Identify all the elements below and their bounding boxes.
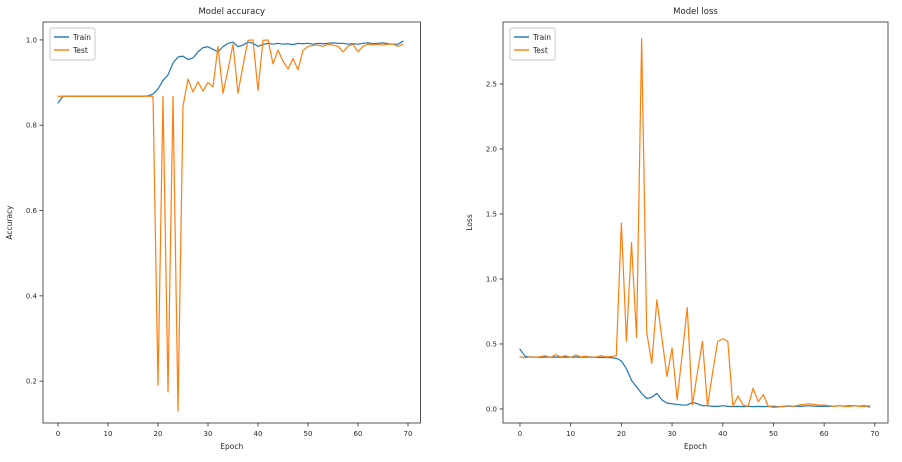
y-axis-label: Loss (465, 214, 474, 231)
y-tick-label: 0.5 (486, 340, 497, 348)
legend: Train Test (49, 27, 96, 61)
plot-title: Model loss (673, 7, 718, 17)
x-tick-label: 20 (617, 430, 626, 438)
y-tick-label: 2.0 (486, 145, 497, 153)
x-tick-label: 0 (518, 430, 522, 438)
legend-entry-train: Train (532, 33, 551, 42)
x-tick-label: 60 (354, 430, 363, 438)
x-tick-label: 60 (820, 430, 829, 438)
x-tick-label: 30 (668, 430, 677, 438)
x-tick-label: 30 (204, 430, 213, 438)
test-line (57, 39, 404, 412)
x-tick-label: 40 (718, 430, 727, 438)
x-axis-label: Epoch (684, 442, 707, 451)
test-line (519, 37, 871, 408)
legend-entry-test: Test (72, 46, 88, 55)
x-axis-label: Epoch (220, 442, 243, 451)
axes-frame (502, 21, 889, 424)
x-tick-label: 20 (154, 430, 163, 438)
x-tick-label: 70 (870, 430, 879, 438)
y-tick-label: 0.0 (486, 405, 497, 413)
x-tick-label: 10 (566, 430, 575, 438)
y-tick-label: 1.0 (26, 36, 37, 44)
x-tick-label: 0 (56, 430, 60, 438)
x-tick-label: 40 (254, 430, 263, 438)
loss-plot: 0 10 20 30 40 50 60 70 0.0 0.5 1.0 1.5 2.0 2.5 Model l… (465, 7, 889, 451)
legend-frame (509, 27, 556, 61)
y-tick-label: 0.8 (26, 122, 37, 130)
y-tick-label: 0.6 (26, 207, 38, 215)
y-tick-label: 1.0 (486, 275, 497, 283)
plot-title: Model accuracy (198, 7, 265, 17)
y-tick-label: 2.5 (486, 81, 497, 89)
legend-entry-test: Test (532, 46, 548, 55)
accuracy-plot: 0 10 20 30 40 50 60 70 0.2 0.4 0.6 0.8 1.0 Model accu… (5, 7, 421, 451)
x-tick-label: 50 (769, 430, 778, 438)
x-tick-label: 10 (104, 430, 113, 438)
y-tick-label: 0.2 (26, 378, 37, 386)
axes-frame (42, 21, 421, 424)
y-tick-label: 1.5 (486, 210, 497, 218)
y-tick-label: 0.4 (26, 292, 38, 300)
legend: Train Test (509, 27, 556, 61)
legend-entry-train: Train (72, 33, 91, 42)
x-tick-label: 50 (304, 430, 313, 438)
y-axis-label: Accuracy (5, 205, 14, 240)
train-line (519, 348, 871, 408)
train-line (57, 40, 404, 104)
x-tick-label: 70 (404, 430, 413, 438)
legend-frame (49, 27, 96, 61)
